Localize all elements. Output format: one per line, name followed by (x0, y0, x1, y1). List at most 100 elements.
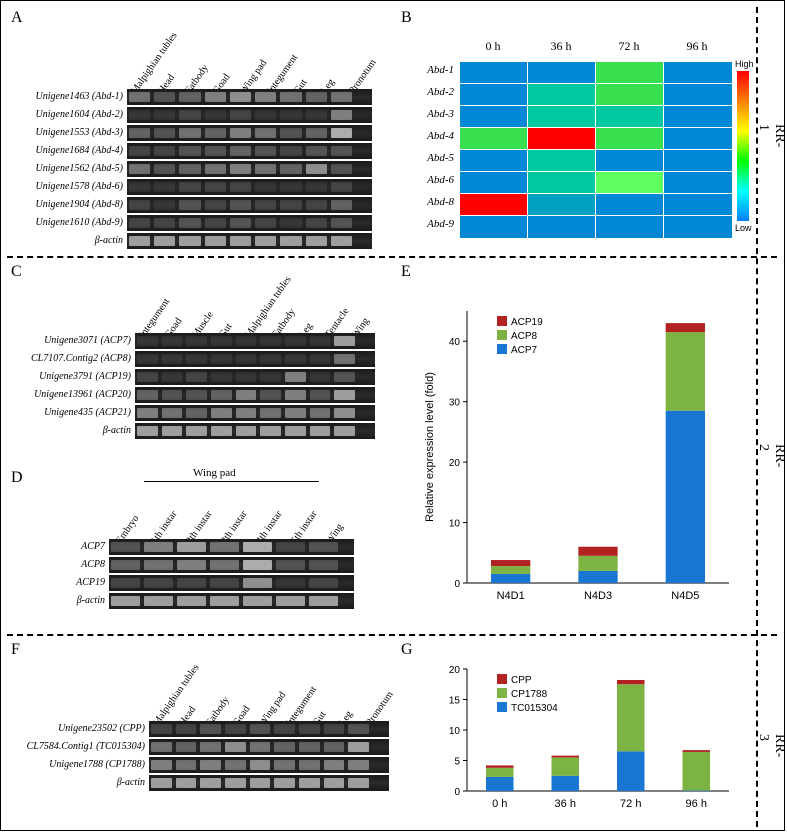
gel-band (260, 336, 281, 346)
gel-band (324, 778, 345, 788)
heatmap-col-label: 0 h (459, 39, 527, 54)
svg-text:0 h: 0 h (492, 798, 507, 810)
heatmap-col-label: 96 h (663, 39, 731, 54)
heatmap-cell (527, 149, 597, 173)
gel-row (149, 721, 389, 737)
gene-label: Unigene1463 (Abd-1) (9, 91, 123, 102)
gel-band (334, 426, 355, 436)
gel-row (109, 575, 354, 591)
gel-band (334, 354, 355, 364)
gel-band (186, 426, 207, 436)
gel-band (230, 110, 251, 120)
gel-band (280, 236, 301, 246)
gene-label: Unigene3071 (ACP7) (9, 335, 131, 346)
gel-band (205, 110, 226, 120)
gel-row (135, 405, 375, 421)
svg-text:40: 40 (449, 337, 461, 348)
gel-band (177, 560, 206, 570)
heatmap-cell (595, 149, 665, 173)
gel-band (299, 760, 320, 770)
heatmap-cell (459, 83, 529, 107)
gel-band (230, 128, 251, 138)
gene-label: CL7107.Contig2 (ACP8) (9, 353, 131, 364)
gel-band (285, 336, 306, 346)
heatmap-cell (527, 215, 597, 239)
svg-text:20: 20 (449, 665, 461, 676)
gel-band (274, 724, 295, 734)
gel-band (210, 596, 239, 606)
gel-band (331, 164, 352, 174)
heatmap-cell (527, 171, 597, 195)
heatmap-row-label: Abd-1 (414, 64, 454, 76)
heatmap-cell (663, 127, 733, 151)
heatmap-cell (527, 193, 597, 217)
gel-band (162, 354, 183, 364)
heatmap-cell (459, 127, 529, 151)
gel-band (200, 724, 221, 734)
gel-band (274, 742, 295, 752)
gel-band (324, 742, 345, 752)
tissue-label: Malpighian tubles (243, 274, 294, 340)
panel-label-f: F (11, 641, 20, 659)
gene-label: CL7584.Contig1 (TC015304) (9, 741, 145, 752)
gel-band (230, 200, 251, 210)
gel-band (200, 778, 221, 788)
gel-band (334, 390, 355, 400)
gel-band (255, 110, 276, 120)
gel-band (236, 426, 257, 436)
gel-band (154, 218, 175, 228)
gel-band (162, 426, 183, 436)
gel-row (135, 387, 375, 403)
gel-band (154, 110, 175, 120)
svg-text:30: 30 (449, 398, 461, 409)
svg-text:CPP: CPP (511, 675, 532, 686)
heatmap-cell (663, 193, 733, 217)
gel-band (111, 560, 140, 570)
svg-text:10: 10 (449, 519, 461, 530)
gel-band (151, 778, 172, 788)
gel-band (255, 128, 276, 138)
gel-band (334, 336, 355, 346)
gel-band (280, 182, 301, 192)
gel-band (129, 164, 150, 174)
gel-band (276, 596, 305, 606)
gene-label: β-actin (9, 425, 131, 436)
heatmap-cell (459, 149, 529, 173)
gel-row (127, 161, 372, 177)
gel-band (310, 336, 331, 346)
svg-text:0: 0 (454, 579, 460, 590)
gel-band (280, 200, 301, 210)
gel-band (276, 542, 305, 552)
gel-band (348, 778, 369, 788)
gel-band (285, 372, 306, 382)
svg-text:20: 20 (449, 458, 461, 469)
gel-band (210, 542, 239, 552)
gel-band (162, 408, 183, 418)
gel-row (127, 89, 372, 105)
gene-label: Unigene435 (ACP21) (9, 407, 131, 418)
gel-band (151, 742, 172, 752)
svg-text:CP1788: CP1788 (511, 689, 548, 700)
gel-band (225, 760, 246, 770)
gel-band (280, 128, 301, 138)
gel-band (260, 390, 281, 400)
gel-band (225, 778, 246, 788)
gel-band (137, 336, 158, 346)
figure-container: RR-1 RR-2 RR-3 A B C D E F G 010203040N4… (0, 0, 785, 831)
gel-band (144, 542, 173, 552)
gene-label: Unigene1604 (Abd-2) (9, 109, 123, 120)
gel-band (306, 146, 327, 156)
gel-band (137, 390, 158, 400)
heatmap-row-label: Abd-4 (414, 130, 454, 142)
gel-band (276, 560, 305, 570)
heatmap-row-label: Abd-3 (414, 108, 454, 120)
gene-label: Unigene1562 (Abd-5) (9, 163, 123, 174)
gel-band (255, 236, 276, 246)
gel-band (243, 596, 272, 606)
svg-text:72 h: 72 h (620, 798, 641, 810)
gel-band (151, 724, 172, 734)
heatmap-cell (663, 105, 733, 129)
heatmap-scale-low: Low (735, 223, 752, 233)
gel-band (200, 760, 221, 770)
svg-text:N4D5: N4D5 (671, 590, 699, 602)
